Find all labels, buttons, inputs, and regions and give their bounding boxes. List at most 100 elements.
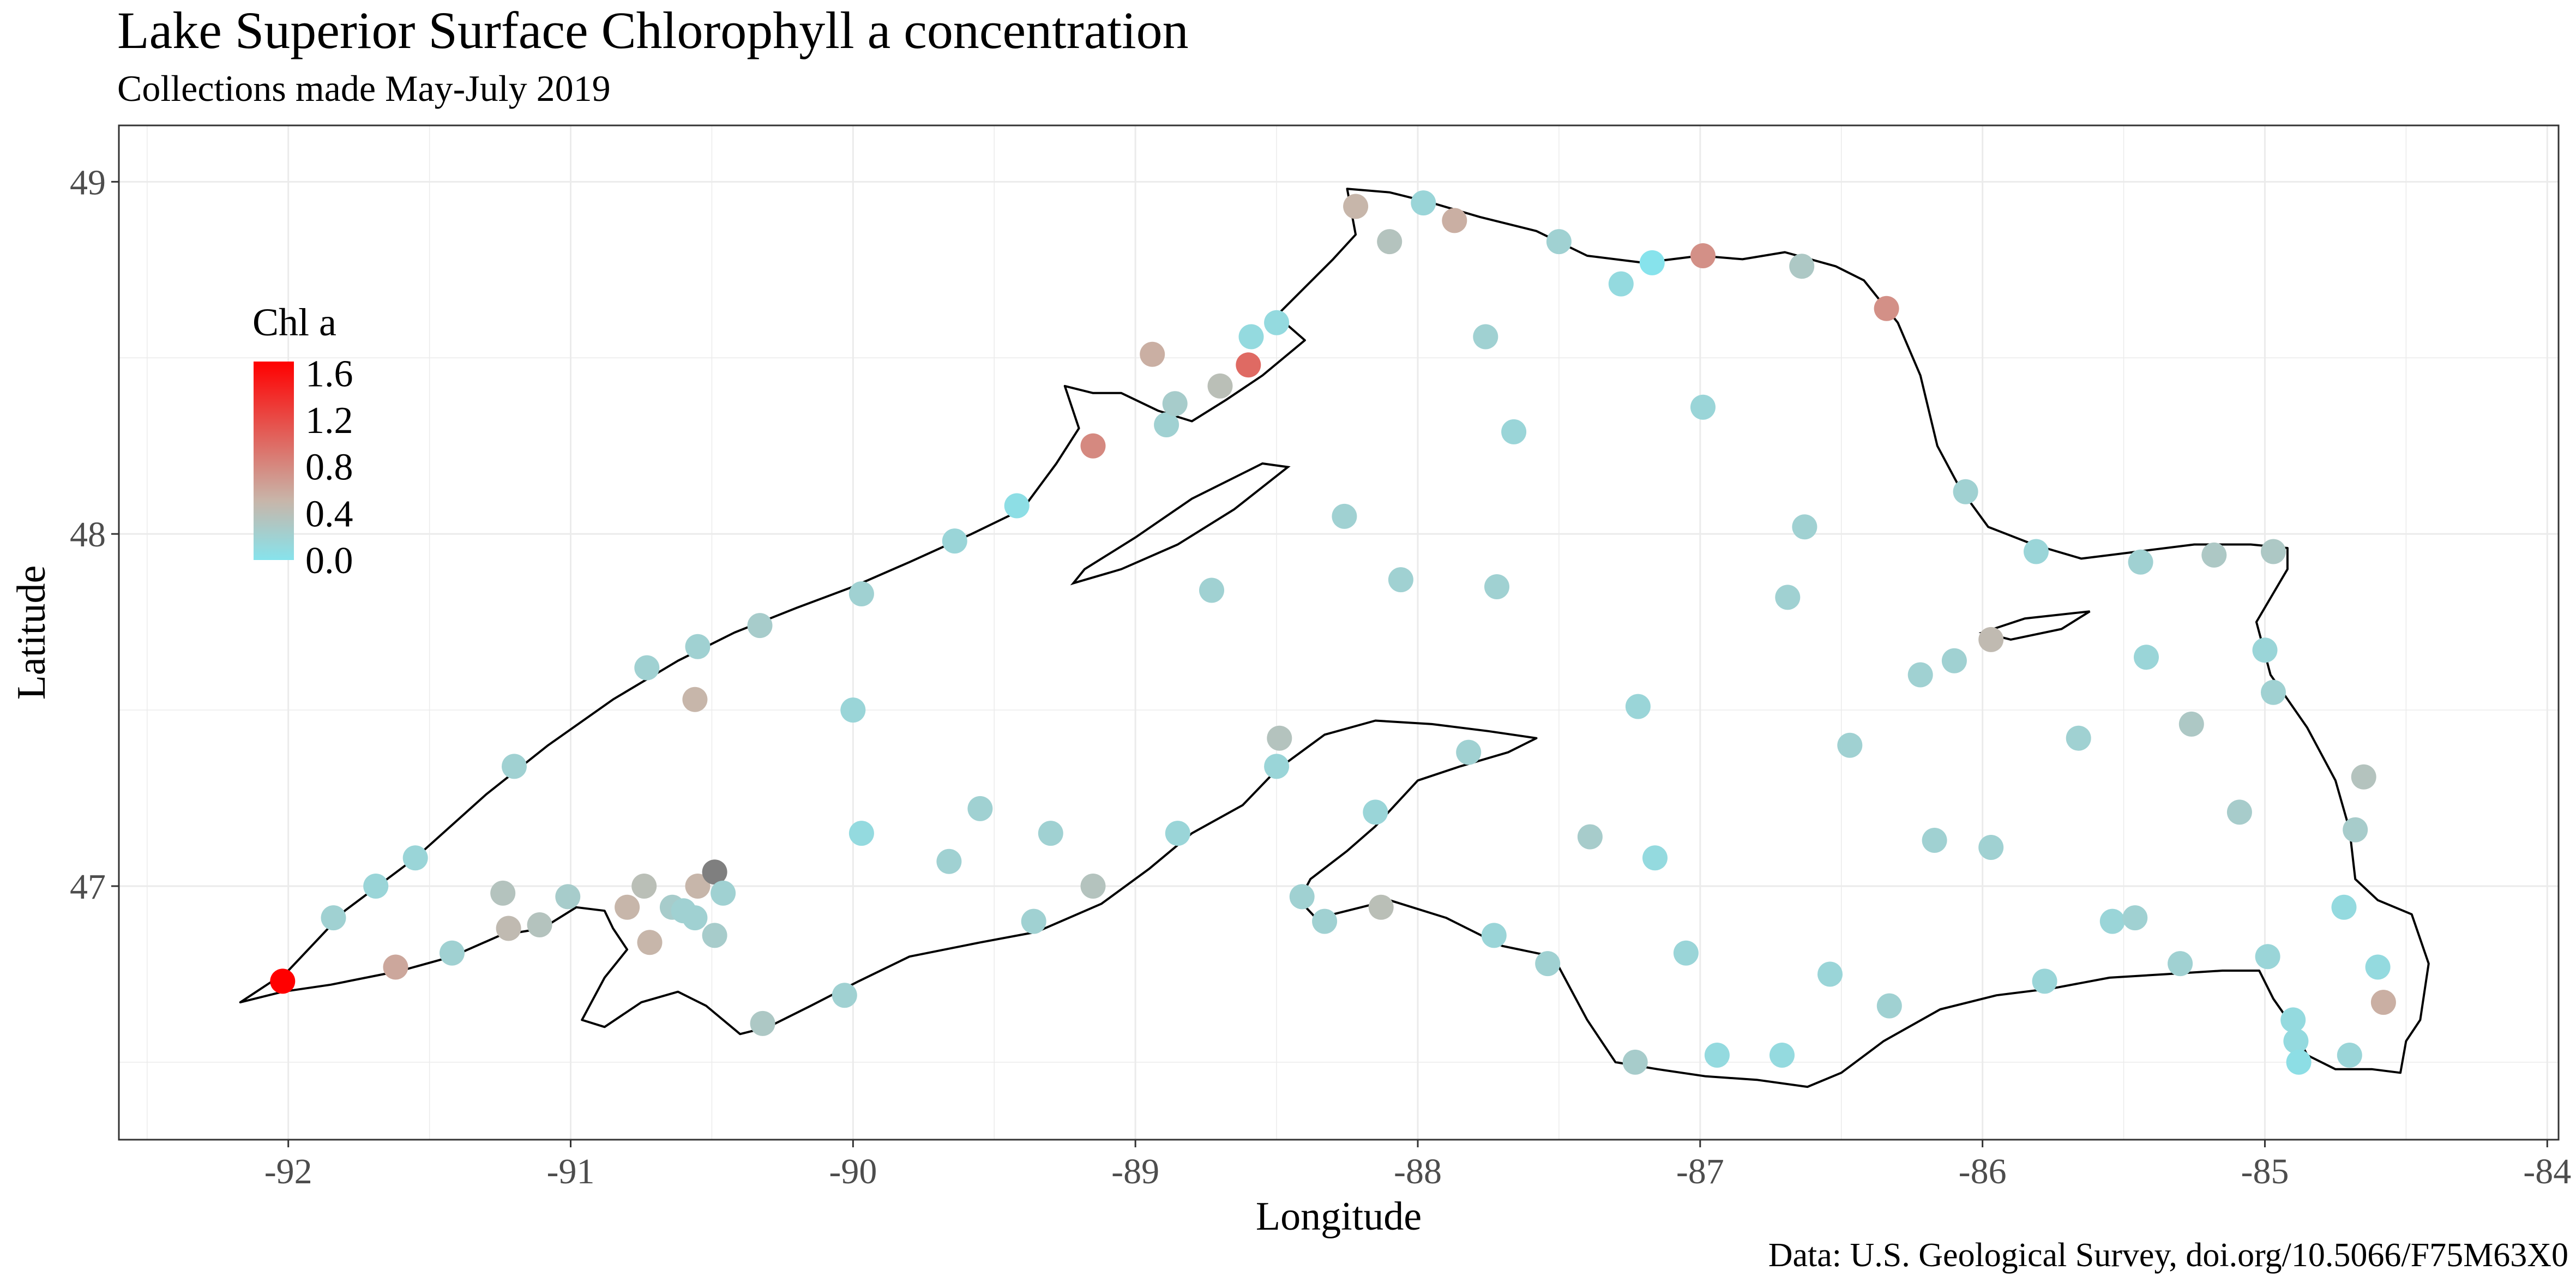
data-source-caption: Data: U.S. Geological Survey, doi.org/10… [1768,1237,2568,1274]
data-point [702,923,727,948]
legend-colorbar [254,362,294,560]
legend: Chl a 1.6 1.2 0.80.4 0.0 [252,300,353,582]
data-point [1922,828,1947,853]
x-axis: -92 -91 -90 -89 -88 -87 -86 -85 -84 [264,1140,2571,1191]
lake-shoreline [239,188,2430,1088]
data-point [1004,493,1030,519]
data-point [1388,567,1413,593]
data-point [1953,479,1978,504]
data-point [1876,993,1902,1019]
data-point [1080,433,1106,459]
x-axis-title: Longitude [1256,1194,1422,1239]
data-point [2024,539,2049,564]
data-point [1289,884,1315,910]
data-point [2168,951,2193,977]
data-point [2032,968,2057,994]
data-point [1264,310,1290,335]
data-point [527,912,552,937]
legend-label: 0.8 [305,447,353,489]
data-point [1770,1043,1795,1068]
data-point [2280,1007,2306,1033]
data-point [848,821,874,846]
data-point [942,528,967,554]
data-point [2226,799,2252,825]
legend-label: 0.0 [305,540,353,582]
data-point [1442,208,1467,233]
data-point [1363,799,1388,825]
data-point [848,581,874,606]
data-point [631,874,657,899]
legend-title: Chl a [252,300,336,344]
x-tick-label: -89 [1111,1152,1159,1191]
data-point [1080,874,1106,899]
data-point [685,874,711,899]
data-points [270,190,2396,1075]
data-point [270,968,296,994]
data-point [2099,908,2125,934]
data-point [1874,296,1899,321]
data-point [2286,1049,2312,1075]
data-point [1546,229,1572,255]
data-point [2370,990,2396,1015]
data-point [936,848,962,874]
data-point [1236,352,1261,378]
data-point [747,613,773,639]
data-point [2337,1043,2362,1068]
chart-title: Lake Superior Surface Chlorophyll a conc… [117,1,1189,59]
data-point [1481,923,1507,948]
data-point [1817,961,1843,987]
data-point [1264,754,1290,779]
data-point [1941,648,1967,673]
data-point [1038,821,1063,846]
data-point [1577,824,1603,850]
data-point [1267,725,1292,751]
data-point [1673,940,1699,966]
data-point [555,884,581,910]
data-point [2178,711,2204,737]
x-tick-label: -88 [1394,1152,1442,1191]
data-point [2261,539,2286,564]
legend-label: 1.2 [305,400,353,442]
x-tick-label: -86 [1959,1152,2007,1191]
data-point [615,894,640,920]
chart-subtitle: Collections made May-July 2019 [117,68,611,109]
data-point [490,880,516,906]
data-point [832,983,857,1008]
x-tick-label: -85 [2241,1152,2289,1191]
data-point [1162,391,1188,417]
data-point [2343,817,2368,842]
x-tick-label: -91 [547,1152,595,1191]
data-point [1377,229,1403,255]
data-point [1792,514,1817,540]
data-point [2066,725,2091,751]
plot-panel [119,125,2559,1140]
data-point [750,1010,775,1036]
data-point [1199,577,1224,603]
data-point [363,874,389,899]
data-point [1165,821,1190,846]
data-point [1789,254,1815,279]
data-point [1501,419,1527,444]
data-point [1332,503,1357,529]
data-point [402,845,428,871]
data-point [2331,894,2357,920]
legend-label: 1.6 [305,353,353,395]
data-point [2128,549,2153,575]
x-tick-label: -92 [264,1152,312,1191]
data-point [1456,739,1482,765]
data-point [840,697,866,723]
data-point [1608,271,1634,297]
data-point [1312,908,1338,934]
data-point [682,905,708,931]
data-point [2252,637,2278,663]
data-point [1154,412,1179,437]
legend-label: 0.4 [305,493,353,535]
data-point [1704,1043,1730,1068]
data-point [634,655,660,681]
data-point [967,796,993,821]
data-point [496,916,521,941]
data-point [685,634,711,659]
data-point [1207,373,1233,399]
data-point [1021,908,1046,934]
data-point [1622,1049,1648,1075]
